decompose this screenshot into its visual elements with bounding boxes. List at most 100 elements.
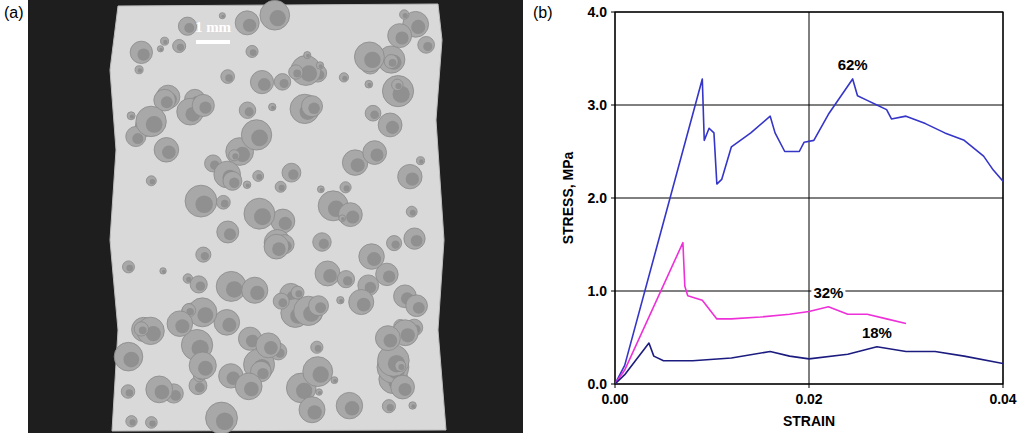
pore xyxy=(244,198,275,229)
pore xyxy=(349,289,374,314)
pore-shadow xyxy=(232,153,238,159)
pore-shadow xyxy=(315,345,322,352)
pore xyxy=(339,73,348,82)
pore-shadow xyxy=(318,391,322,395)
pore xyxy=(359,244,385,270)
y-tick-label: 1.0 xyxy=(588,283,608,299)
panel-label: (a) xyxy=(4,4,24,21)
x-tick-label: 0.00 xyxy=(601,391,628,407)
pore-shadow xyxy=(344,185,350,191)
pore xyxy=(375,326,400,351)
pore-shadow xyxy=(226,281,243,298)
grid-line xyxy=(615,198,1003,199)
pore-shadow xyxy=(195,196,213,214)
pore xyxy=(339,215,346,222)
pore xyxy=(406,206,417,217)
pore-shadow xyxy=(306,54,310,58)
grid-line xyxy=(615,291,1003,292)
pore xyxy=(260,0,290,30)
pore-shadow xyxy=(308,103,320,115)
label-patch xyxy=(860,324,894,341)
pore-shadow xyxy=(270,10,286,26)
pore xyxy=(392,79,404,91)
pore xyxy=(190,276,207,293)
pore-shadow xyxy=(323,269,337,283)
pore-shadow xyxy=(264,341,278,355)
pore xyxy=(178,17,196,35)
pore-shadow xyxy=(403,13,408,18)
pore xyxy=(340,182,351,193)
pore-shadow xyxy=(250,49,257,56)
pore xyxy=(189,352,216,379)
pore-shadow xyxy=(146,116,163,133)
pore xyxy=(136,106,166,136)
pore-shadow xyxy=(395,31,408,44)
pore xyxy=(135,66,143,74)
pore-shadow xyxy=(198,361,213,376)
pore xyxy=(134,322,148,336)
pore xyxy=(409,402,416,409)
pore-shadow xyxy=(384,334,398,348)
pore xyxy=(337,296,344,303)
pore-shadow xyxy=(343,276,352,285)
pore-shadow xyxy=(254,208,271,225)
scale-bar-label: 1 mm xyxy=(195,19,232,35)
pore xyxy=(354,42,384,72)
pore xyxy=(246,45,258,57)
pore xyxy=(398,164,422,188)
x-tick-label: 0.02 xyxy=(795,391,822,407)
pore xyxy=(161,37,169,45)
pore-shadow xyxy=(138,68,142,72)
pore-shadow xyxy=(367,83,371,87)
pore xyxy=(404,228,425,249)
tick-mark xyxy=(611,291,615,292)
pore-shadow xyxy=(175,319,189,333)
pore-shadow xyxy=(388,355,405,372)
pore xyxy=(216,195,230,209)
pore xyxy=(304,52,311,59)
pore-shadow xyxy=(423,42,432,51)
pore-shadow xyxy=(163,40,167,44)
stress-strain-curve xyxy=(615,343,1003,384)
pore-shadow xyxy=(315,302,326,313)
pore xyxy=(309,296,329,316)
pore-shadow xyxy=(126,389,133,396)
pore xyxy=(363,141,387,165)
pore xyxy=(160,268,166,274)
pore xyxy=(311,341,323,353)
pore xyxy=(274,74,291,91)
pore-shadow xyxy=(162,270,166,274)
pore xyxy=(273,293,289,309)
pore xyxy=(206,402,238,433)
pore xyxy=(223,171,242,190)
pore xyxy=(241,120,271,150)
pore-shadow xyxy=(161,96,173,108)
pore-shadow xyxy=(319,64,323,68)
series-label: 18% xyxy=(862,324,892,341)
pore xyxy=(130,41,152,63)
pore-shadow xyxy=(319,239,329,249)
pore xyxy=(239,102,256,119)
pore-shadow xyxy=(251,130,268,147)
pore xyxy=(406,295,428,317)
pore-shadow xyxy=(139,326,147,334)
pore-shadow xyxy=(339,299,343,303)
pore-shadow xyxy=(222,318,236,332)
pore-shadow xyxy=(357,298,371,312)
pore xyxy=(269,103,276,110)
pore-shadow xyxy=(280,79,289,88)
pore xyxy=(289,65,303,79)
pore-shadow xyxy=(177,44,184,51)
pore-shadow xyxy=(411,235,423,247)
pore-shadow xyxy=(245,107,254,116)
pore-shadow xyxy=(229,178,239,188)
pore-shadow xyxy=(346,210,359,223)
tick-mark xyxy=(611,384,615,385)
pore-shadow xyxy=(410,210,416,216)
pore-shadow xyxy=(162,146,176,160)
pore-shadow xyxy=(195,383,205,393)
pore-shadow xyxy=(387,404,394,411)
y-tick-label: 3.0 xyxy=(588,97,608,113)
pore xyxy=(146,417,158,429)
pore-shadow xyxy=(196,281,205,290)
